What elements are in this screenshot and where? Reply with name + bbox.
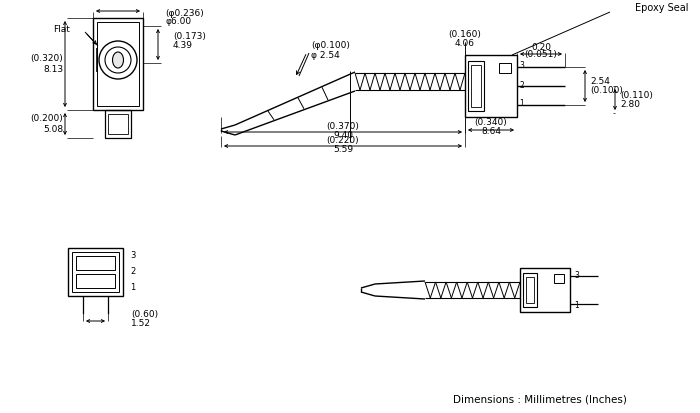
- Bar: [465, 55, 517, 117]
- Text: (φ0.100): (φ0.100): [311, 41, 350, 50]
- Text: 4.06: 4.06: [455, 38, 475, 47]
- Bar: [554, 274, 564, 283]
- Text: (0.60): (0.60): [131, 311, 158, 320]
- Bar: [72, 252, 119, 292]
- Text: 1: 1: [130, 283, 135, 292]
- Bar: [499, 63, 511, 73]
- Bar: [471, 65, 481, 107]
- Text: Flat: Flat: [53, 26, 70, 35]
- Text: 8.13: 8.13: [43, 64, 63, 74]
- Bar: [105, 110, 131, 138]
- Text: (0.160): (0.160): [449, 31, 482, 40]
- Text: 1: 1: [574, 301, 579, 311]
- Bar: [523, 273, 537, 307]
- Text: (0.370): (0.370): [327, 123, 359, 131]
- Bar: [520, 268, 570, 312]
- Text: (0.340): (0.340): [475, 118, 508, 126]
- Text: 3: 3: [130, 252, 135, 261]
- Text: 3: 3: [519, 62, 524, 71]
- Text: (0.200): (0.200): [30, 114, 63, 123]
- Text: (0.110): (0.110): [620, 91, 653, 100]
- Text: 5.08: 5.08: [43, 124, 63, 133]
- Text: 2.80: 2.80: [620, 100, 640, 109]
- Bar: [97, 22, 139, 106]
- Text: (0.173): (0.173): [173, 31, 206, 40]
- Ellipse shape: [113, 52, 123, 68]
- Text: 9.40: 9.40: [333, 131, 353, 140]
- Text: 5.59: 5.59: [333, 145, 353, 154]
- Text: 3: 3: [574, 271, 579, 280]
- Bar: [76, 274, 115, 288]
- Text: 1.52: 1.52: [131, 320, 151, 328]
- Text: 0.20: 0.20: [531, 43, 551, 52]
- Text: (φ0.236): (φ0.236): [165, 9, 204, 17]
- Bar: [468, 61, 484, 111]
- Text: 2.54: 2.54: [590, 76, 610, 85]
- Text: (0.051): (0.051): [524, 50, 557, 59]
- Bar: [68, 248, 123, 296]
- Bar: [76, 256, 115, 270]
- Bar: [108, 114, 128, 134]
- Text: Dimensions : Millimetres (Inches): Dimensions : Millimetres (Inches): [453, 395, 627, 405]
- Bar: [526, 277, 534, 303]
- Text: 8.64: 8.64: [481, 126, 501, 135]
- Text: 2: 2: [130, 268, 135, 276]
- Text: (0.100): (0.100): [590, 86, 623, 95]
- Text: (0.220): (0.220): [327, 137, 359, 145]
- Text: Epoxy Seal: Epoxy Seal: [635, 3, 689, 13]
- Text: φ6.00: φ6.00: [165, 17, 191, 26]
- Bar: [93, 18, 143, 110]
- Text: (0.320): (0.320): [30, 55, 63, 64]
- Text: 4.39: 4.39: [173, 41, 193, 50]
- Text: 1: 1: [519, 100, 524, 109]
- Text: φ 2.54: φ 2.54: [311, 52, 340, 60]
- Text: 2: 2: [519, 81, 524, 90]
